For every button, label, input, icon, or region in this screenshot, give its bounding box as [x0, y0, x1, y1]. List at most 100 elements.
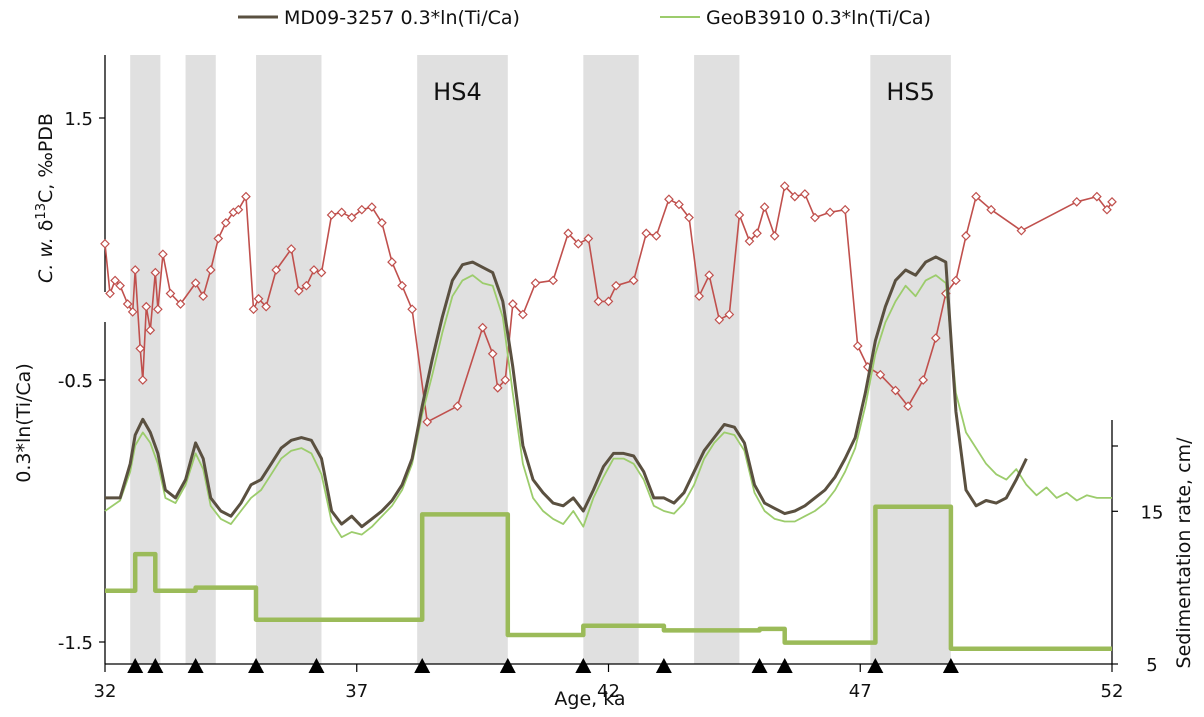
y-mid-tick-label: -1.5 [58, 633, 93, 654]
d13c-point [852, 341, 863, 351]
d13c-point [744, 236, 755, 246]
d13c-point [150, 267, 161, 278]
d13c-point [293, 286, 304, 296]
d13c-point [326, 210, 337, 220]
d13c-point [918, 375, 929, 385]
legend-label-md09: MD09-3257 0.3*ln(Ti/Ca) [284, 7, 520, 29]
d13c-point [961, 231, 971, 241]
d13c-point [356, 204, 367, 215]
d13c-point [205, 265, 216, 275]
age-control-point [776, 658, 793, 673]
d13c-point [397, 280, 407, 291]
d13c-point [387, 257, 397, 267]
d13c-point [141, 301, 152, 312]
d13c-point [810, 212, 820, 223]
series-geob [104, 274, 1112, 539]
y-axis-right-label: Sedimentation rate, cm/ [1173, 437, 1195, 668]
d13c-point [407, 304, 417, 315]
d13c-point [1107, 196, 1117, 207]
d13c-point [779, 181, 790, 191]
d13c-point [153, 304, 163, 315]
d13c-point [548, 275, 558, 286]
d13c-point [593, 296, 604, 307]
d13c-point [248, 304, 259, 315]
d13c-point [930, 333, 941, 343]
y-axis-mid-label: 0.3*ln(Ti/Ca) [13, 363, 35, 482]
x-tick-label: 37 [345, 681, 368, 702]
age-control-point [942, 658, 959, 673]
d13c-point [674, 199, 684, 210]
age-control-point [248, 658, 265, 673]
d13c-point [603, 296, 614, 307]
x-tick-label: 32 [94, 681, 117, 702]
d13c-point [1102, 204, 1112, 215]
age-control-point [655, 658, 672, 673]
series-sedimentation-rate [105, 504, 1112, 651]
d13c-point [110, 275, 120, 286]
age-control-point [575, 658, 592, 673]
d13c-point [800, 189, 810, 199]
d13c-point [500, 375, 511, 385]
shaded-interval [870, 55, 951, 664]
shaded-interval [583, 55, 639, 664]
d13c-point [971, 191, 981, 202]
d13c-point [316, 267, 327, 278]
age-control-point [414, 658, 431, 673]
x-tick-label: 42 [597, 681, 620, 702]
age-control-point [499, 658, 516, 673]
age-control-point [147, 658, 164, 673]
d13c-point [840, 204, 850, 215]
d13c-point [286, 244, 297, 254]
d13c-point [563, 228, 574, 239]
shaded-interval [185, 55, 216, 664]
y-top-tick-label: 0.5 [64, 371, 93, 392]
d13c-point [1016, 225, 1027, 236]
d13c-point [115, 280, 125, 291]
d13c-point [583, 233, 594, 244]
x-tick-label: 47 [849, 681, 872, 702]
shaded-intervals [130, 55, 951, 664]
age-control-point [751, 658, 768, 673]
y-axis-top-label: C. w. δ13C, ‰PDB [34, 113, 58, 283]
d13c-point [986, 204, 997, 215]
d13c-point [253, 293, 264, 304]
d13c-point [890, 385, 901, 396]
d13c-point [198, 291, 209, 302]
d13c-point [145, 325, 156, 336]
d13c-point [487, 348, 498, 359]
x-tick-label: 52 [1101, 681, 1124, 702]
age-control-point [127, 658, 144, 673]
d13c-point [664, 194, 674, 205]
d13c-point [492, 383, 503, 393]
d13c-point [477, 322, 488, 333]
d13c-point [903, 401, 913, 412]
d13c-point [518, 309, 528, 320]
d13c-point [422, 417, 433, 427]
d13c-point [507, 299, 518, 309]
shaded-interval [256, 55, 322, 664]
d13c-point [875, 369, 886, 380]
d13c-point [611, 280, 621, 291]
d13c-point [130, 265, 141, 275]
d13c-point [367, 202, 377, 212]
age-control-point [308, 658, 325, 673]
d13c-point [704, 270, 715, 281]
d13c-point [684, 212, 694, 223]
legend-label-geob: GeoB3910 0.3*ln(Ti/Ca) [706, 7, 931, 29]
d13c-point [530, 278, 541, 288]
d13c-point [752, 228, 762, 239]
legend: MD09-3257 0.3*ln(Ti/Ca) GeoB3910 0.3*ln(… [238, 7, 931, 29]
d13c-point [261, 301, 271, 312]
d13c-point [789, 191, 800, 202]
d13c-point [175, 299, 186, 309]
d13c-point [734, 210, 745, 220]
series-layer [100, 181, 1117, 651]
x-axis-label: Age, ka [554, 688, 625, 710]
d13c-point [301, 280, 312, 291]
d13c-point [190, 278, 201, 288]
y-mid-tick-label: -0.5 [58, 371, 93, 392]
d13c-point [825, 207, 835, 218]
axes: 32 37 42 47 52 1.5 0.5-0.5 -1.5 15 5 [58, 55, 1163, 702]
d13c-point [377, 217, 387, 228]
